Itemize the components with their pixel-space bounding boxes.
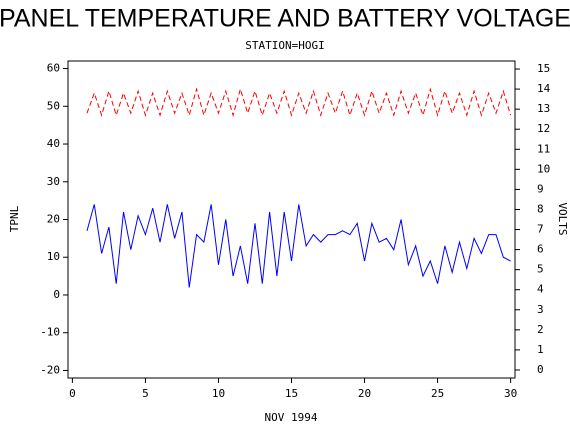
plot-frame [67,60,516,379]
x-tick-label: 0 [69,387,76,400]
x-axis-label: NOV 1994 [265,411,318,424]
y2-tick-label: 8 [537,202,544,215]
y2-tick-label: 13 [537,102,550,115]
y-tick-label: -20 [40,363,60,376]
y2-tick-label: 7 [537,223,544,236]
y-tick-label: 0 [53,288,60,301]
y2-tick-label: 10 [537,162,550,175]
y-tick-label: 10 [47,250,60,263]
y2-tick-label: 12 [537,122,550,135]
x-tick-label: 5 [142,387,149,400]
x-tick-label: 30 [504,387,517,400]
y2-tick-label: 11 [537,142,550,155]
y2-tick-label: 3 [537,303,544,316]
x-tick-label: 25 [431,387,444,400]
y2-tick-label: 2 [537,323,544,336]
series-line [86,87,512,117]
y-axis-label: TPNL [8,205,21,232]
y2-tick-label: 0 [537,363,544,376]
y2-tick-label: 1 [537,343,544,356]
y2-tick-label: 5 [537,263,544,276]
series-line [86,204,511,288]
y-tick-label: -10 [40,326,60,339]
y-tick-label: 30 [47,175,60,188]
y-tick-label: 60 [47,62,60,75]
chart-subtitle: STATION=HOGI [245,39,324,52]
x-tick-label: 10 [212,387,225,400]
y2-tick-label: 6 [537,243,544,256]
x-tick-label: 15 [285,387,298,400]
y-tick-label: 40 [47,137,60,150]
y2-tick-label: 9 [537,182,544,195]
y-tick-label: 20 [47,213,60,226]
y2-tick-label: 4 [537,283,544,296]
x-tick-label: 20 [358,387,371,400]
chart-title: PANEL TEMPERATURE AND BATTERY VOLTAGE [0,5,570,33]
y2-tick-label: 14 [537,82,551,95]
y2-axis-label: VOLTS [556,202,569,235]
y2-tick-label: 15 [537,62,550,75]
y-tick-label: 50 [47,99,60,112]
